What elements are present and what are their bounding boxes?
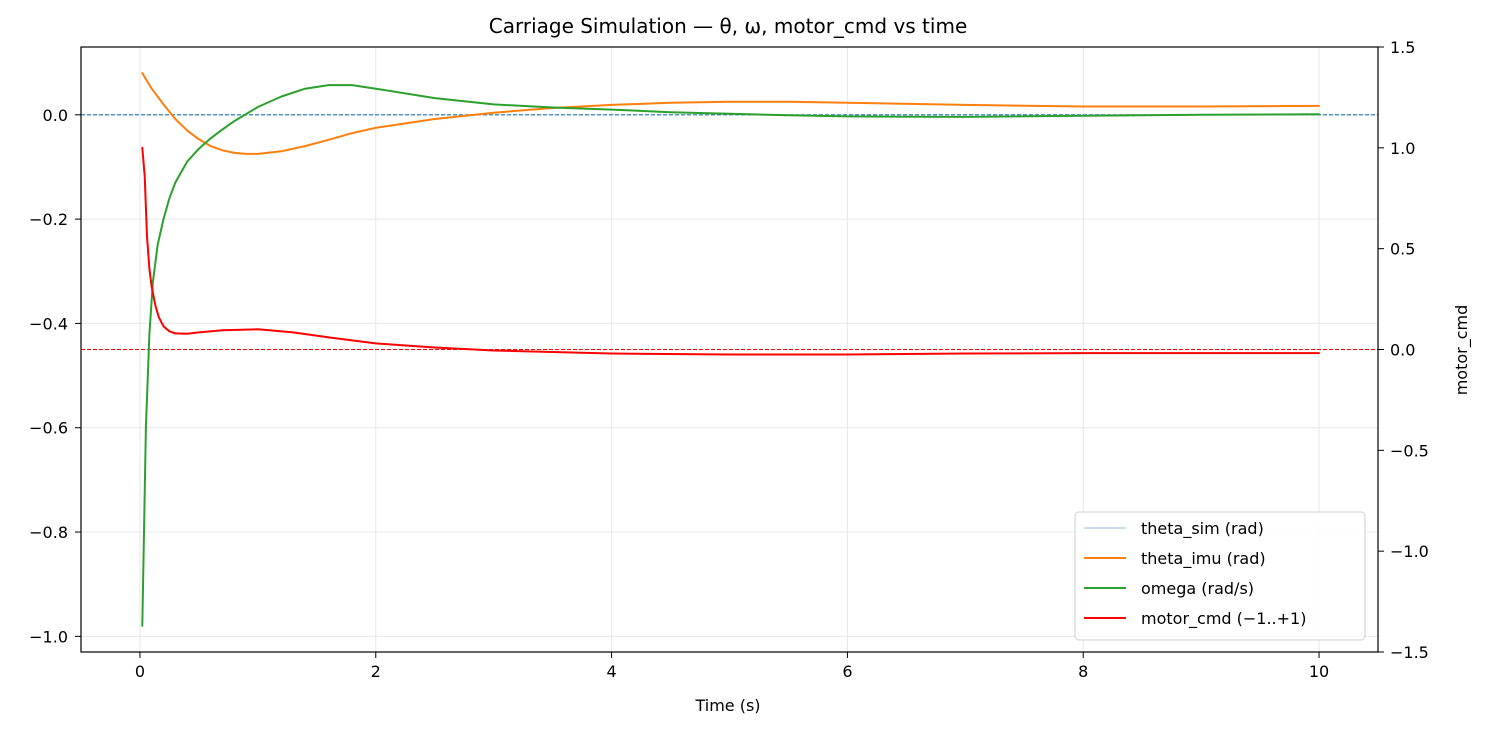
- y-tick-label: −0.2: [29, 210, 68, 229]
- x-tick-label: 6: [842, 662, 852, 681]
- y2-tick-label: 1.0: [1390, 139, 1415, 158]
- x-tick-label: 2: [371, 662, 381, 681]
- x-tick-label: 4: [606, 662, 616, 681]
- x-tick-label: 8: [1078, 662, 1088, 681]
- y2-tick-label: −0.5: [1390, 441, 1429, 460]
- y-tick-label: 0.0: [43, 106, 68, 125]
- series-line-omega-rad-s: [141, 84, 1320, 627]
- y-tick-label: −1.0: [29, 627, 68, 646]
- legend-label: theta_imu (rad): [1141, 549, 1266, 569]
- legend-box: [1074, 511, 1366, 641]
- y-tick-label: −0.6: [29, 419, 68, 438]
- plot-area: [141, 72, 1320, 627]
- y2-tick-label: 1.5: [1390, 38, 1415, 57]
- series-line-theta_imu-rad: [141, 72, 1320, 155]
- legend: theta_sim (rad) theta_imu (rad) omega (rad…: [1074, 511, 1366, 641]
- legend-label: omega (rad/s): [1141, 579, 1254, 598]
- chart-title: Carriage Simulation — θ, ω, motor_cmd vs…: [489, 14, 968, 38]
- y2-tick-label: 0.5: [1390, 240, 1415, 259]
- y2-tick-label: 0.0: [1390, 341, 1415, 360]
- legend-label: motor_cmd (−1..+1): [1141, 609, 1306, 629]
- y2-tick-label: −1.5: [1390, 643, 1429, 662]
- axis-ticks: 0 2 4 6 8 10 0.0 −0.2 −0.4 −0.6 −0.8 −1.0 1.5 1.0 0.5 0…: [29, 38, 1429, 681]
- x-tick-label: 10: [1309, 662, 1329, 681]
- x-axis-title: Time (s): [694, 696, 760, 715]
- y-tick-label: −0.8: [29, 523, 68, 542]
- y2-tick-label: −1.0: [1390, 542, 1429, 561]
- legend-label: theta_sim (rad): [1141, 519, 1264, 539]
- y-tick-label: −0.4: [29, 314, 68, 333]
- y2-axis-title: motor_cmd: [1452, 305, 1472, 396]
- series-line-motor_cmd: [141, 146, 1320, 356]
- x-tick-label: 0: [135, 662, 145, 681]
